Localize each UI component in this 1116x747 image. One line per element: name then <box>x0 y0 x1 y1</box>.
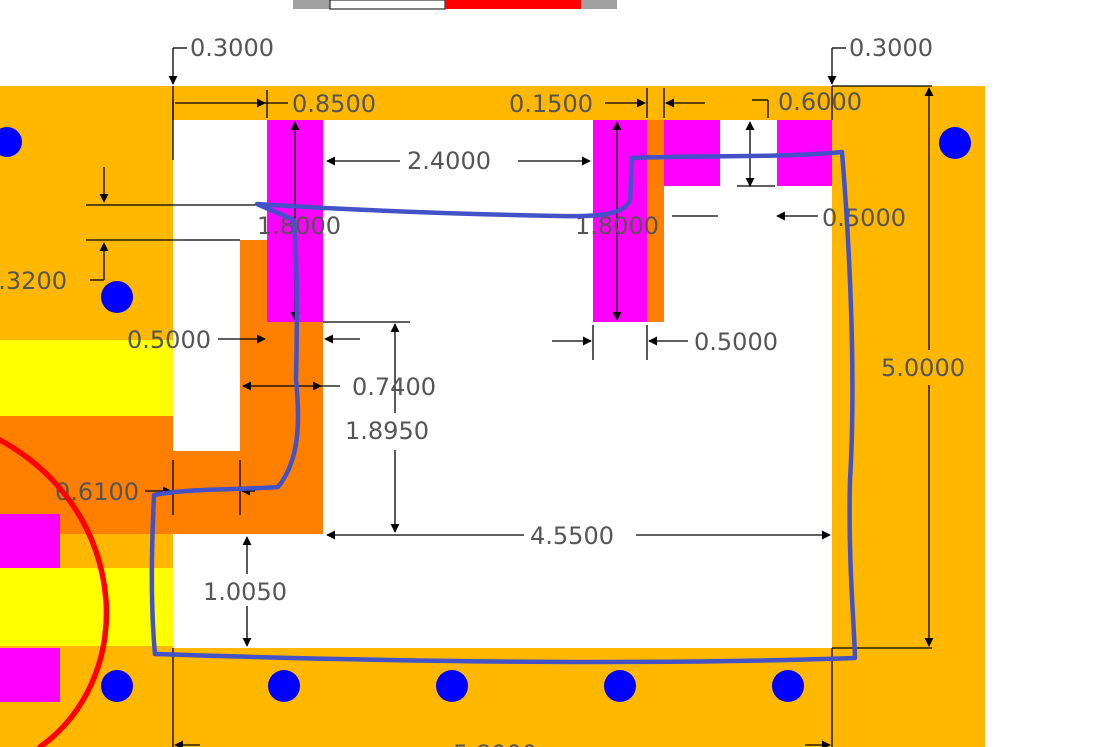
magenta-pad-left-lower <box>0 648 60 702</box>
dim-bottom-height: 1.0050 <box>203 578 287 606</box>
scale-bar-left-grey <box>293 0 330 9</box>
dim-cavity-width: 4.5500 <box>530 522 614 550</box>
dim-top-right-offset: 0.3000 <box>849 34 933 62</box>
dim-pad-pitch: 0.6000 <box>778 88 862 116</box>
via-dot <box>101 281 133 313</box>
scale-bar <box>293 0 617 10</box>
dim-width-left-stub: 0.8500 <box>292 90 376 118</box>
via-dot <box>939 127 971 159</box>
magenta-pad-right-1 <box>664 120 720 186</box>
dim-pad-width-right: 0.5000 <box>822 204 906 232</box>
scale-bar-red <box>445 0 581 9</box>
copper-strip-middle <box>647 120 664 322</box>
dim-gap-upper: 2.4000 <box>407 147 491 175</box>
via-dot <box>101 670 133 702</box>
via-dot <box>604 670 636 702</box>
via-dot <box>772 670 804 702</box>
copper-strip-left <box>0 416 173 514</box>
via-dot <box>268 670 300 702</box>
dim-total-height: 5.0000 <box>881 354 965 382</box>
yellow-strip-upper <box>0 340 173 416</box>
dim-total-width: 5.8000 <box>453 740 537 747</box>
dim-pad-height-left: 1.8000 <box>257 212 341 240</box>
dim-middle-pad-width: 0.5000 <box>694 328 778 356</box>
magenta-pad-left-upper <box>0 514 60 568</box>
dimension-labels: 0.3000 0.3000 0.8500 2.4000 0.1500 0.600… <box>0 34 965 747</box>
scale-bar-right-grey <box>581 0 617 9</box>
dimension-lines <box>86 47 934 747</box>
dim-left-offset-upper: 0.3200 <box>0 267 67 295</box>
freehand-blue-outline <box>149 149 858 665</box>
white-stub-left <box>173 205 240 451</box>
cavity-region <box>173 120 832 648</box>
dim-stub-width: 0.5000 <box>127 326 211 354</box>
scale-bar-white <box>329 0 446 10</box>
yellow-strip-lower <box>0 568 173 646</box>
dim-notch-width: 0.7400 <box>352 373 436 401</box>
dim-gap-small: 0.1500 <box>509 90 593 118</box>
dim-top-left-offset: 0.3000 <box>190 34 274 62</box>
via-dot <box>0 127 22 157</box>
freehand-red-circle <box>0 437 110 747</box>
vias <box>0 127 971 702</box>
via-dot <box>436 670 468 702</box>
dim-vertical-gap: 1.8950 <box>345 417 429 445</box>
